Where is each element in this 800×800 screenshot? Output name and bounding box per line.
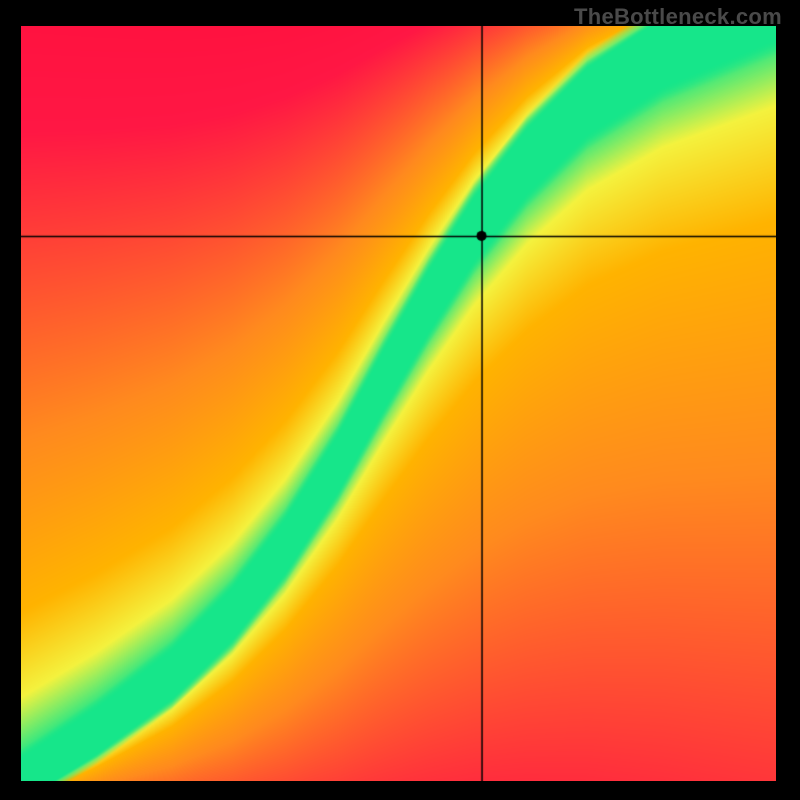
heatmap-plot-area: [21, 26, 776, 781]
chart-container: TheBottleneck.com: [0, 0, 800, 800]
heatmap-canvas: [21, 26, 776, 781]
watermark-text: TheBottleneck.com: [574, 4, 782, 30]
